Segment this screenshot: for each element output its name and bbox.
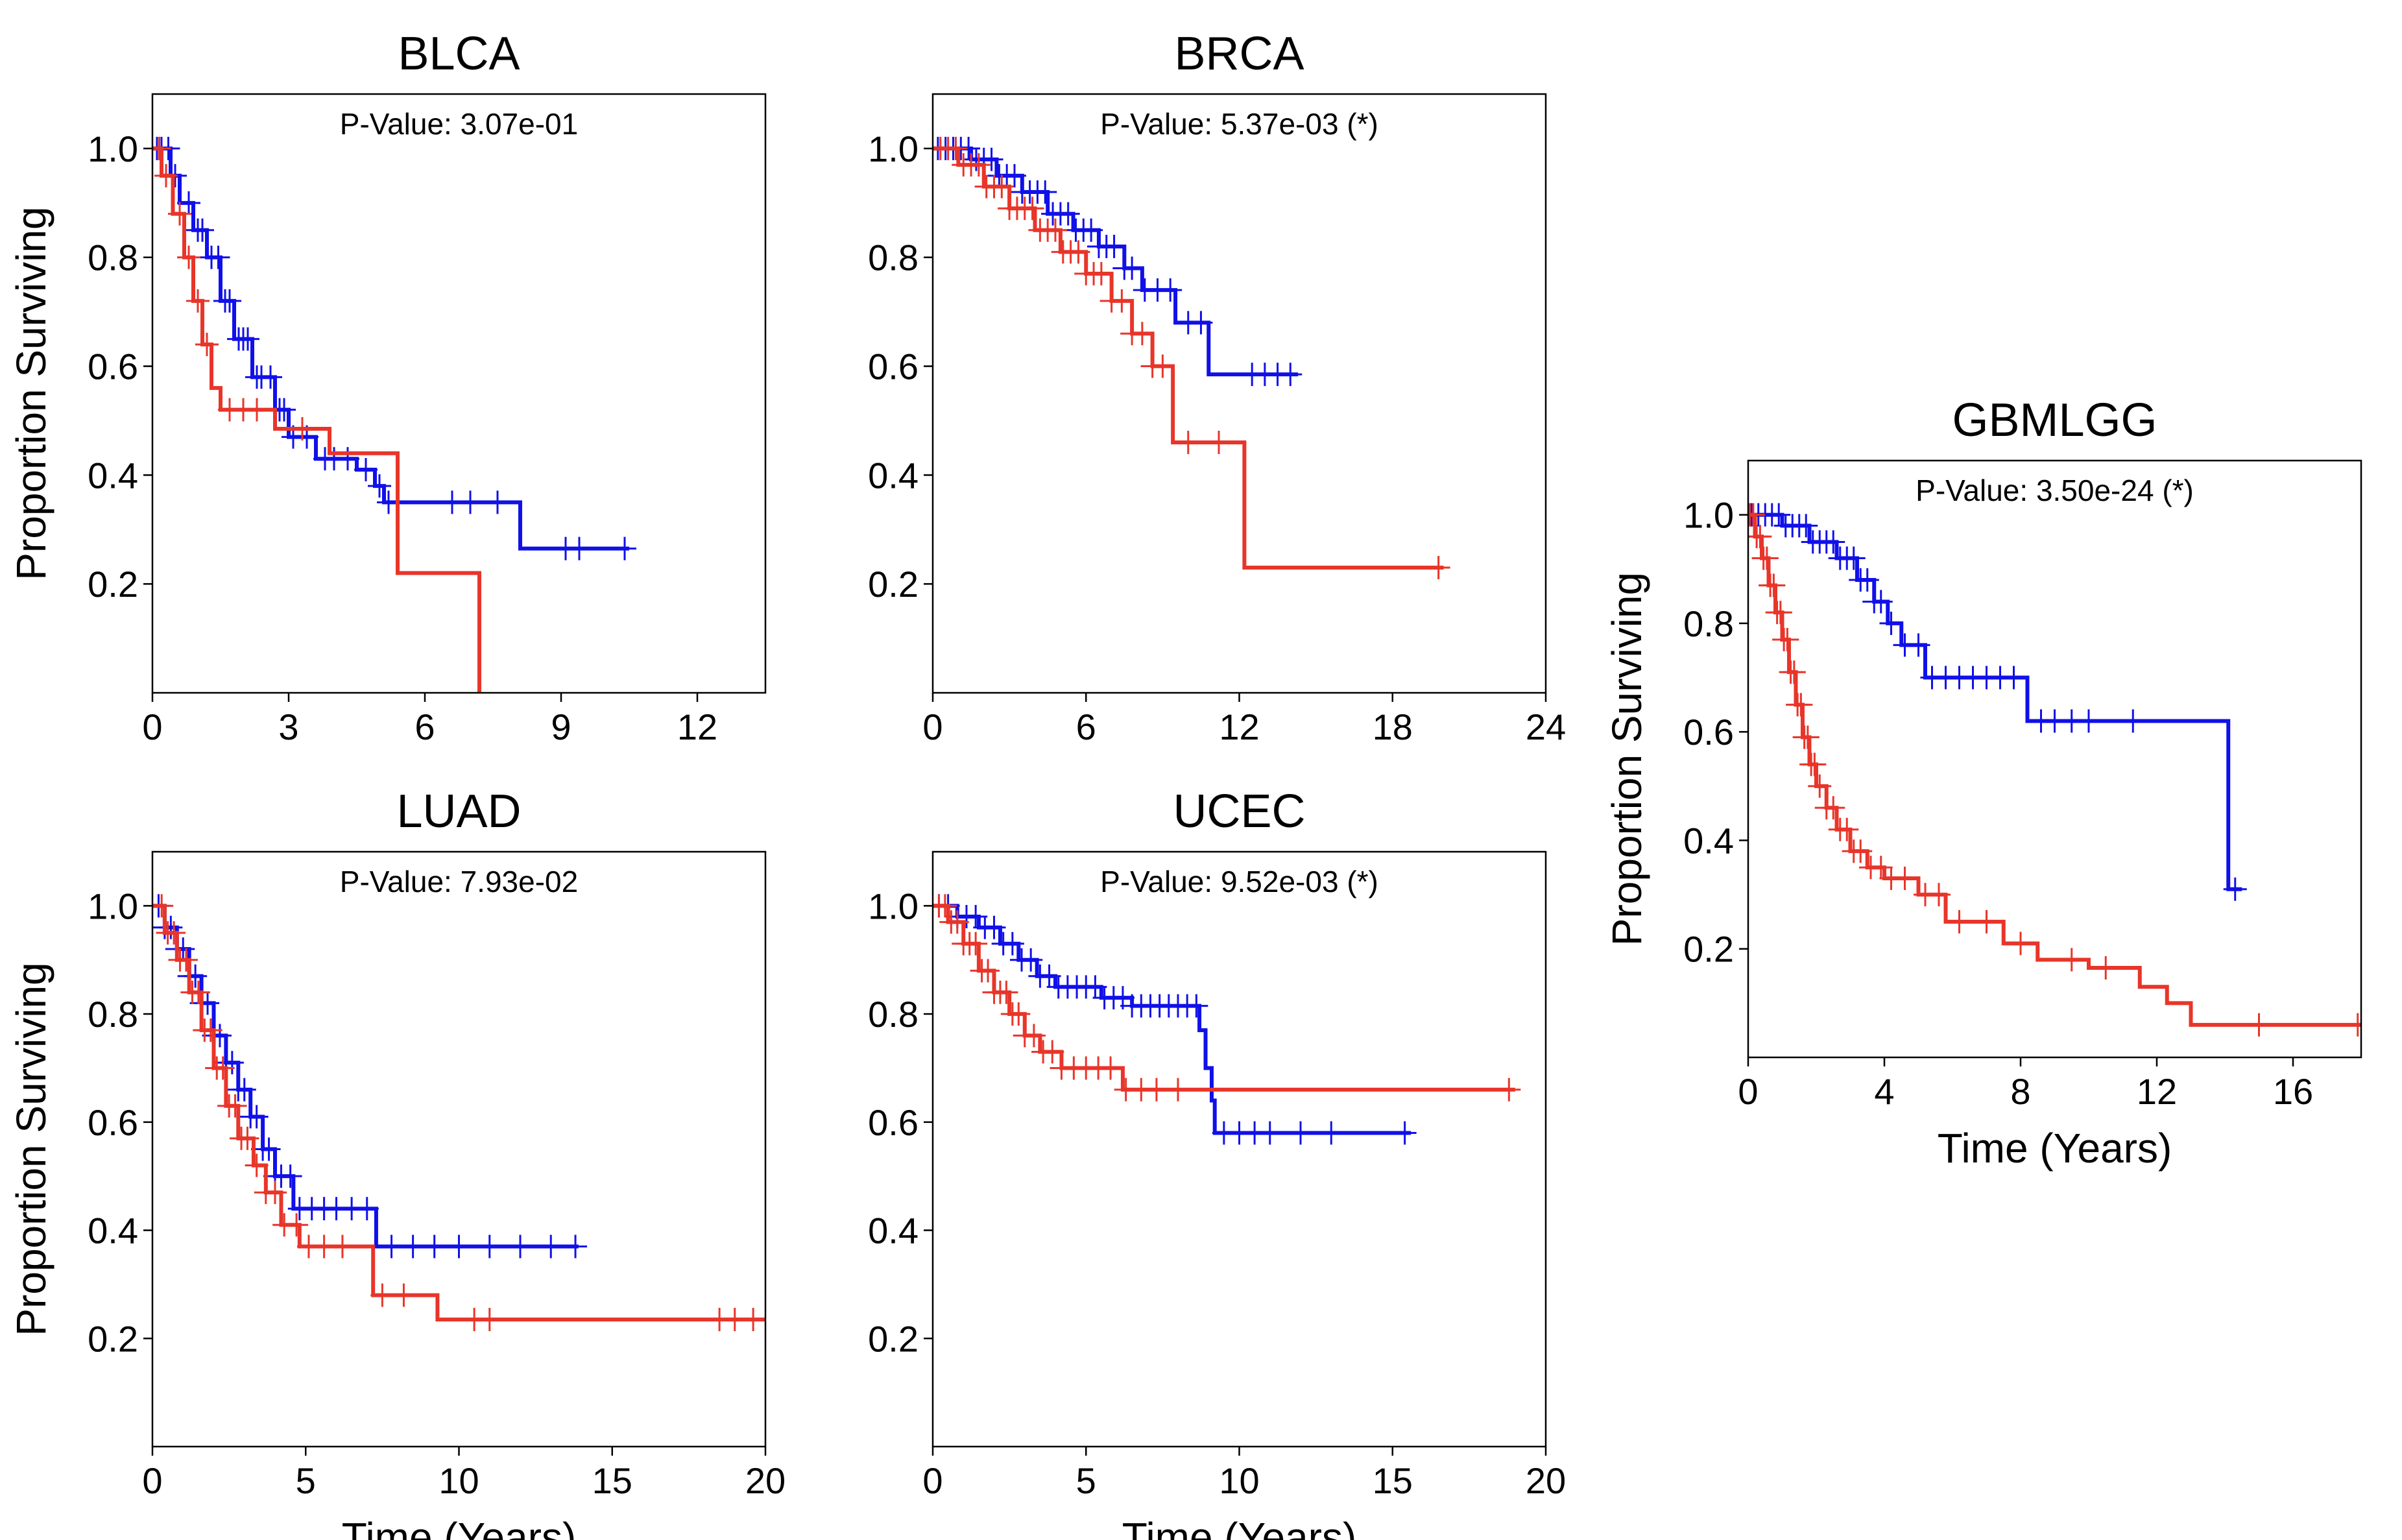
x-tick-label: 24 [1526,706,1566,747]
y-tick-label: 0.8 [868,994,919,1035]
y-tick-label: 0.4 [88,455,138,496]
panel-title: GBMLGG [1952,394,2157,446]
y-tick-label: 1.0 [868,128,919,169]
x-tick-label: 6 [414,706,435,747]
y-tick-label: 0.8 [88,994,138,1035]
p-value-annotation: P-Value: 3.07e-01 [340,107,578,141]
y-tick-label: 0.2 [1683,929,1734,970]
x-axis-label: Time (Years) [342,1514,577,1540]
x-tick-label: 0 [1738,1071,1758,1112]
x-tick-label: 8 [2010,1071,2030,1112]
plot-frame [1747,459,2362,1059]
y-axis-label: Proportion Surviving [8,962,54,1336]
survival-line-blue [933,904,1411,1135]
y-tick-label: 0.6 [1683,712,1734,752]
x-tick-label: 6 [1076,706,1096,747]
panel-title: LUAD [396,786,521,837]
y-tick-label: 0.2 [88,564,138,605]
x-tick-label: 12 [677,706,717,747]
x-tick-label: 16 [2273,1071,2313,1112]
x-tick-label: 5 [296,1460,316,1501]
km-panel-blca: BLCA P-Value: 3.07e-01 0 3 6 9 12 0.2 0.4 0.6 0.8 1… [8,28,767,747]
x-tick-label: 20 [745,1460,786,1501]
plot-area [933,894,1521,1145]
x-tick-label: 0 [922,1460,943,1501]
y-axis-label: Proportion Surviving [8,206,54,580]
survival-line-blue [1748,512,2242,891]
x-tick-label: 12 [2137,1071,2177,1112]
p-value-annotation: P-Value: 9.52e-03 (*) [1100,865,1378,898]
plot-area [933,136,1450,580]
y-tick-label: 0.8 [868,237,919,278]
panel-title: UCEC [1173,786,1305,837]
plot-frame [931,93,1547,694]
x-tick-label: 20 [1526,1460,1566,1501]
y-tick-label: 0.6 [88,1102,138,1143]
y-tick-label: 0.4 [1683,820,1734,861]
y-tick-label: 0.6 [868,346,919,387]
x-axis-label: Time (Years) [1938,1125,2172,1172]
x-axis-label: Time (Years) [1122,1514,1357,1540]
x-tick-label: 12 [1219,706,1259,747]
y-tick-label: 0.6 [868,1102,919,1143]
survival-line-blue [152,146,629,551]
y-axis-label: Proportion Surviving [1603,572,1650,946]
y-tick-label: 0.8 [1683,603,1734,644]
p-value-annotation: P-Value: 5.37e-03 (*) [1100,107,1378,141]
x-tick-label: 0 [142,1460,162,1501]
x-tick-label: 10 [1219,1460,1259,1501]
p-value-annotation: P-Value: 7.93e-02 [340,865,578,898]
plot-area [152,136,636,693]
y-tick-label: 0.2 [868,1318,919,1359]
plot-area [152,894,765,1332]
y-tick-label: 1.0 [88,885,138,926]
x-tick-label: 18 [1373,706,1413,747]
km-panel-ucec: UCEC P-Value: 9.52e-03 (*) 0 5 10 15 20 0.2 0.4 0… [868,786,1566,1540]
y-tick-label: 0.4 [868,1210,919,1251]
x-tick-label: 15 [592,1460,632,1501]
x-tick-label: 9 [551,706,571,747]
p-value-annotation: P-Value: 3.50e-24 (*) [1916,474,2194,507]
x-tick-label: 5 [1076,1460,1096,1501]
y-tick-label: 1.0 [1683,495,1734,536]
x-tick-label: 15 [1373,1460,1413,1501]
survival-line-red [1748,512,2361,1027]
y-tick-label: 0.8 [88,237,138,278]
plot-frame [151,93,767,694]
panel-title: BLCA [398,28,520,80]
plot-area [1748,503,2361,1037]
y-tick-label: 0.2 [88,1318,138,1359]
y-tick-label: 0.2 [868,564,919,605]
x-tick-label: 0 [142,706,162,747]
y-tick-label: 0.4 [88,1210,138,1251]
survival-line-red [933,904,1515,1092]
plot-frame [931,850,1547,1448]
km-panel-gbmlgg: GBMLGG P-Value: 3.50e-24 (*) 0 4 8 12 16 0.2 0.4… [1603,394,2362,1172]
km-panel-brca: BRCA P-Value: 5.37e-03 (*) 0 6 12 18 24 0.2 0.4 0… [868,28,1566,747]
y-tick-label: 0.4 [868,455,919,496]
panel-title: BRCA [1174,28,1304,80]
plot-frame [151,850,767,1448]
y-tick-label: 1.0 [868,885,919,926]
x-tick-label: 10 [438,1460,479,1501]
y-tick-label: 0.6 [88,346,138,387]
x-tick-label: 0 [922,706,943,747]
x-tick-label: 3 [278,706,298,747]
km-panel-luad: LUAD P-Value: 7.93e-02 0 5 10 15 20 0.2 0.4 0.6 0.… [8,786,786,1540]
y-tick-label: 1.0 [88,128,138,169]
survival-line-blue [933,146,1299,377]
x-tick-label: 4 [1874,1071,1894,1112]
